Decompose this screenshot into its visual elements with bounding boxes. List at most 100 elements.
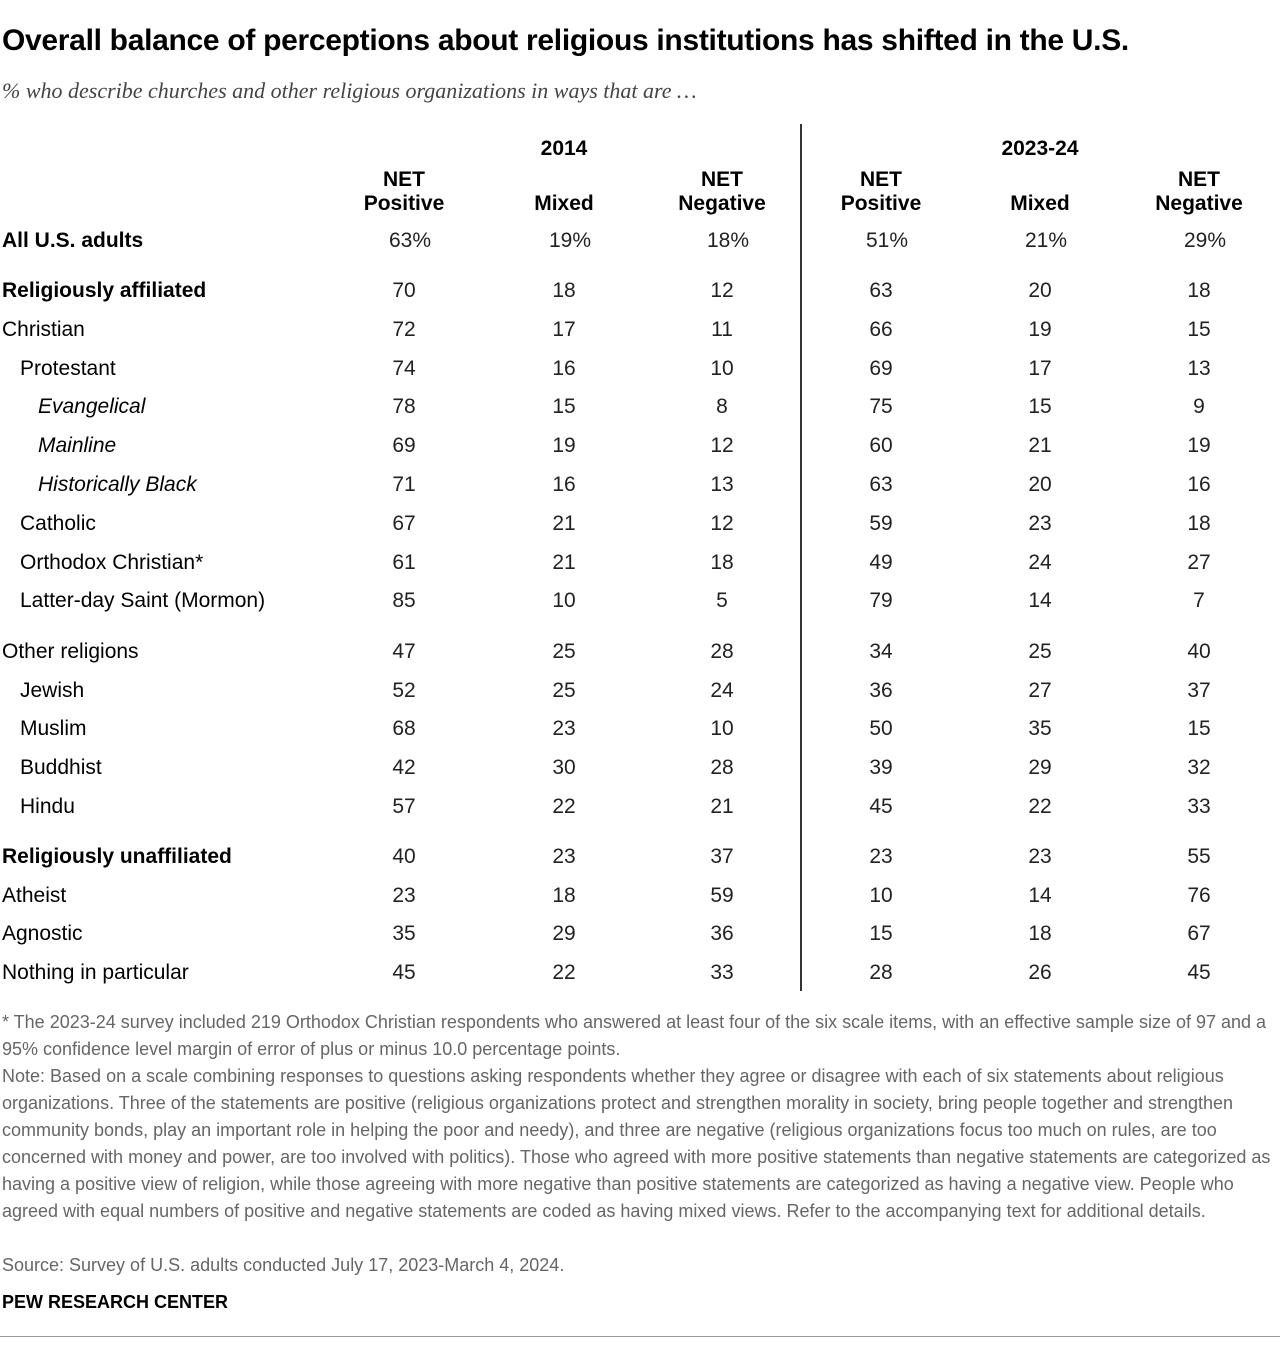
cell-value: 21 xyxy=(1028,434,1052,457)
cell-value: 25 xyxy=(1028,640,1052,663)
cell-value: 68 xyxy=(392,717,416,740)
cell-value: 18% xyxy=(706,229,750,252)
cell-value: 23 xyxy=(552,845,576,868)
row-label: Agnostic xyxy=(2,922,83,945)
row-label: Orthodox Christian* xyxy=(20,551,204,574)
cell-value: 59 xyxy=(710,884,734,907)
row-label: Jewish xyxy=(20,679,85,702)
row-label: All U.S. adults xyxy=(2,229,144,252)
row-label: Evangelical xyxy=(38,395,146,418)
cell-value: 11 xyxy=(711,318,733,341)
cell-value: 22 xyxy=(1028,795,1052,818)
cell-value: 10 xyxy=(552,589,576,612)
cell-value: 23 xyxy=(392,884,416,907)
cell-value: 69 xyxy=(392,434,416,457)
cell-value: 34 xyxy=(869,640,893,663)
cell-value: 71 xyxy=(392,473,416,496)
cell-value: 21 xyxy=(552,512,576,535)
cell-value: 18 xyxy=(1187,279,1211,302)
cell-value: 76 xyxy=(1187,884,1211,907)
cell-value: 18 xyxy=(1028,922,1052,945)
row-label: Religiously affiliated xyxy=(2,279,207,302)
row-label: Hindu xyxy=(20,795,75,818)
row-label: Atheist xyxy=(2,884,67,907)
cell-value: 15 xyxy=(1187,318,1211,341)
cell-value: 40 xyxy=(392,845,416,868)
cell-value: 14 xyxy=(1028,589,1052,612)
divider xyxy=(800,124,802,991)
cell-value: 21 xyxy=(552,551,576,574)
cell-value: 16 xyxy=(1187,473,1211,496)
column-header: NET Positive xyxy=(840,168,922,215)
cell-value: 10 xyxy=(710,357,734,380)
cell-value: 16 xyxy=(552,357,576,380)
source: Source: Survey of U.S. adults conducted … xyxy=(2,1255,565,1275)
cell-value: 17 xyxy=(1028,357,1052,380)
cell-value: 69 xyxy=(869,357,893,380)
cell-value: 39 xyxy=(869,756,893,779)
cell-value: 8 xyxy=(716,395,728,418)
cell-value: 18 xyxy=(710,551,734,574)
cell-value: 15 xyxy=(1028,395,1052,418)
cell-value: 10 xyxy=(869,884,893,907)
row-label: Religiously unaffiliated xyxy=(2,845,232,868)
cell-value: 23 xyxy=(869,845,893,868)
cell-value: 45 xyxy=(1187,961,1211,984)
cell-value: 29 xyxy=(1028,756,1052,779)
row-label: Protestant xyxy=(20,357,116,380)
row-label: Latter-day Saint (Mormon) xyxy=(20,589,266,612)
cell-value: 33 xyxy=(710,961,734,984)
cell-value: 37 xyxy=(710,845,734,868)
cell-value: 12 xyxy=(710,434,734,457)
cell-value: 23 xyxy=(1028,512,1052,535)
cell-value: 19 xyxy=(1028,318,1052,341)
row-label: Nothing in particular xyxy=(2,961,189,984)
cell-value: 14 xyxy=(1028,884,1052,907)
cell-value: 49 xyxy=(869,551,893,574)
note: Note: Based on a scale combining respons… xyxy=(2,1066,1271,1221)
row-label: Historically Black xyxy=(38,473,197,496)
cell-value: 78 xyxy=(392,395,416,418)
cell-value: 15 xyxy=(1187,717,1211,740)
cell-value: 40 xyxy=(1187,640,1211,663)
cell-value: 33 xyxy=(1187,795,1211,818)
cell-value: 63 xyxy=(869,279,893,302)
cell-value: 13 xyxy=(1187,357,1211,380)
cell-value: 59 xyxy=(869,512,893,535)
cell-value: 67 xyxy=(1187,922,1211,945)
cell-value: 37 xyxy=(1187,679,1211,702)
cell-value: 29 xyxy=(552,922,576,945)
cell-value: 61 xyxy=(392,551,416,574)
cell-value: 35 xyxy=(1028,717,1052,740)
cell-value: 55 xyxy=(1187,845,1211,868)
cell-value: 18 xyxy=(1187,512,1211,535)
row-label: Christian xyxy=(2,318,85,341)
cell-value: 21% xyxy=(1024,229,1068,252)
cell-value: 25 xyxy=(552,679,576,702)
cell-value: 67 xyxy=(392,512,416,535)
cell-value: 22 xyxy=(552,795,576,818)
subtitle: % who describe churches and other religi… xyxy=(2,78,697,103)
row-label: Catholic xyxy=(20,512,96,535)
group-header: 2023-24 xyxy=(1001,137,1079,160)
brand: PEW RESEARCH CENTER xyxy=(2,1292,229,1312)
cell-value: 16 xyxy=(552,473,576,496)
cell-value: 50 xyxy=(869,717,893,740)
title: Overall balance of perceptions about rel… xyxy=(2,24,1129,57)
cell-value: 17 xyxy=(552,318,576,341)
cell-value: 72 xyxy=(392,318,416,341)
column-header: NET Negative xyxy=(678,168,766,215)
column-header: Mixed xyxy=(1010,192,1070,215)
column-header: Mixed xyxy=(534,192,594,215)
cell-value: 25 xyxy=(552,640,576,663)
cell-value: 70 xyxy=(392,279,416,302)
cell-value: 12 xyxy=(710,512,734,535)
cell-value: 28 xyxy=(710,756,734,779)
cell-value: 35 xyxy=(392,922,416,945)
cell-value: 21 xyxy=(710,795,734,818)
cell-value: 10 xyxy=(710,717,734,740)
cell-value: 27 xyxy=(1187,551,1211,574)
cell-value: 60 xyxy=(869,434,893,457)
cell-value: 85 xyxy=(392,589,416,612)
